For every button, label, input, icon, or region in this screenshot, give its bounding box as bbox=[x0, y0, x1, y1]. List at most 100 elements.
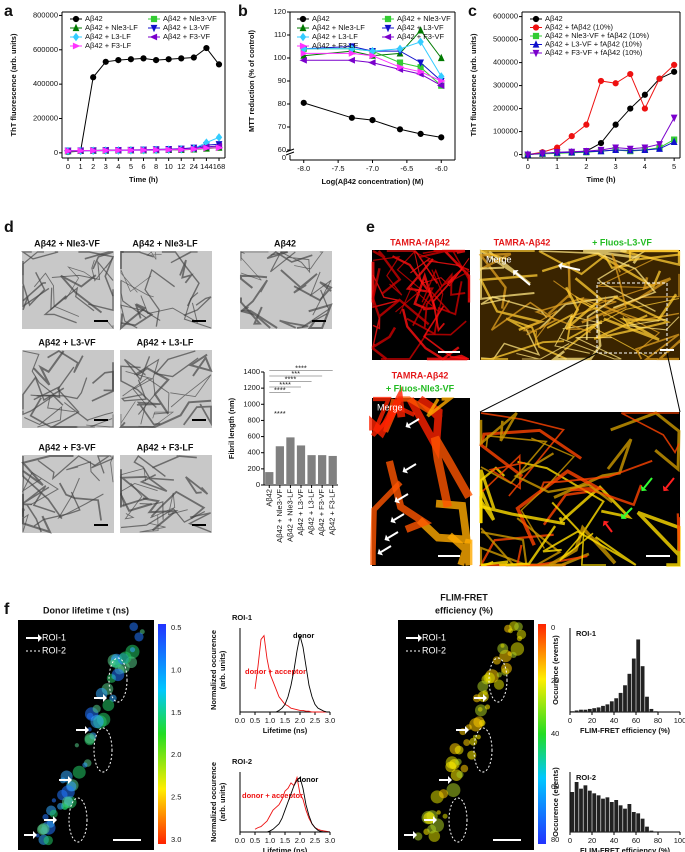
x-tick-label: 6 bbox=[141, 162, 145, 171]
fibril bbox=[21, 454, 74, 487]
fibril bbox=[77, 418, 113, 428]
marker bbox=[524, 151, 532, 159]
fibril bbox=[120, 365, 157, 409]
marker bbox=[149, 33, 158, 41]
marker bbox=[437, 53, 445, 62]
x-tick-label: 4 bbox=[643, 162, 647, 171]
roi-label: ROI-1 bbox=[42, 632, 66, 642]
y-axis-label: MTT reduction (% of control) bbox=[247, 29, 256, 132]
image-label: Aβ42 + Nle3-VF bbox=[34, 238, 100, 248]
marker bbox=[641, 144, 649, 152]
histogram-bar bbox=[645, 696, 649, 712]
flim-spot bbox=[497, 643, 509, 654]
histogram-bar bbox=[618, 805, 623, 832]
x-tick-label: -8.0 bbox=[297, 164, 310, 173]
fibril bbox=[516, 343, 570, 360]
fibril bbox=[626, 316, 680, 331]
fibril bbox=[370, 480, 403, 565]
marker bbox=[532, 24, 540, 31]
marker bbox=[553, 149, 561, 157]
fibril bbox=[412, 287, 451, 327]
legend-label: Aβ42 + L3-LF bbox=[85, 32, 131, 41]
image-label: Aβ42 + L3-LF bbox=[137, 337, 194, 347]
x-tick-label: -7.0 bbox=[366, 164, 379, 173]
flim-spot bbox=[35, 833, 40, 838]
series-line bbox=[303, 52, 442, 82]
x-tick-label: 4 bbox=[116, 162, 120, 171]
fibril bbox=[22, 285, 50, 308]
fibril bbox=[639, 273, 680, 298]
marker bbox=[597, 139, 605, 147]
bar bbox=[328, 455, 337, 485]
histogram-bar bbox=[583, 709, 588, 712]
image-label: Aβ42 + F3-VF bbox=[38, 442, 96, 452]
marker bbox=[568, 133, 575, 140]
x-tick-label: 20 bbox=[588, 836, 596, 845]
marker bbox=[64, 147, 73, 155]
bar bbox=[307, 455, 316, 485]
fibril bbox=[60, 274, 103, 314]
marker bbox=[115, 146, 123, 154]
arrow-head bbox=[103, 694, 107, 702]
fibril bbox=[604, 296, 661, 354]
fibril bbox=[22, 475, 25, 513]
marker bbox=[178, 146, 186, 153]
flim-spot bbox=[111, 668, 125, 682]
fibril bbox=[121, 379, 147, 402]
fibril bbox=[140, 295, 199, 324]
histogram-bar bbox=[601, 705, 605, 712]
micrograph bbox=[22, 350, 114, 428]
merge-label: Merge bbox=[486, 254, 512, 264]
annotation: **** bbox=[285, 374, 297, 383]
y-tick-label: 70 bbox=[278, 122, 286, 131]
image-label: Aβ42 bbox=[274, 238, 296, 248]
histogram-bar bbox=[570, 792, 575, 832]
fibril bbox=[266, 251, 313, 263]
flim-spot bbox=[445, 761, 457, 773]
histogram-bar bbox=[636, 639, 641, 712]
y-axis-label: Normalized occurence bbox=[209, 762, 218, 842]
bar bbox=[296, 445, 306, 485]
x-tick-label: -6.5 bbox=[400, 164, 413, 173]
flim-spot bbox=[514, 622, 523, 632]
y-tick-label: 500000 bbox=[493, 35, 518, 44]
legend-label: Aβ42 + L3-VF bbox=[397, 23, 444, 32]
x-tick-label: 2.5 bbox=[310, 836, 320, 845]
legend-label: Aβ42 + Nle3-VF + fAβ42 (10%) bbox=[545, 31, 650, 40]
y-tick-label: 300000 bbox=[493, 81, 518, 90]
y-tick-label: 90 bbox=[278, 76, 286, 85]
flim-spot bbox=[463, 739, 471, 747]
arrow bbox=[605, 523, 613, 533]
x-axis-label: Log(Aβ42 concentration) (M) bbox=[321, 177, 424, 186]
fibril bbox=[142, 497, 179, 532]
image-label: + Fluos-L3-VF bbox=[592, 237, 652, 247]
arrow-head bbox=[68, 776, 72, 784]
y-tick-label: 400000 bbox=[33, 79, 58, 88]
legend-label: Aβ42 + L3-VF bbox=[163, 23, 210, 32]
fibril bbox=[410, 258, 470, 274]
marker bbox=[348, 114, 355, 121]
fibril bbox=[479, 412, 518, 447]
marker bbox=[641, 91, 648, 98]
fibril bbox=[120, 303, 154, 327]
flim-spot bbox=[427, 824, 437, 834]
flim-spot bbox=[61, 785, 75, 799]
marker bbox=[127, 146, 136, 154]
bar bbox=[275, 446, 284, 485]
fibril bbox=[371, 267, 430, 326]
image-label: Aβ42 + L3-VF bbox=[38, 337, 96, 347]
x-axis-label: Lifetime (ns) bbox=[263, 846, 308, 852]
fibril bbox=[481, 340, 565, 360]
marker bbox=[299, 32, 307, 42]
marker bbox=[656, 141, 663, 149]
marker bbox=[165, 146, 173, 154]
marker bbox=[215, 144, 224, 152]
marker bbox=[72, 15, 80, 23]
fibril bbox=[33, 272, 80, 317]
marker bbox=[150, 15, 158, 23]
y-axis-label: ThT fluorescence (arb. units) bbox=[469, 33, 478, 136]
marker bbox=[203, 44, 210, 52]
series-line bbox=[67, 47, 220, 153]
legend-label: Aβ42 + fAβ42 (10%) bbox=[545, 22, 614, 31]
marker bbox=[77, 147, 85, 155]
